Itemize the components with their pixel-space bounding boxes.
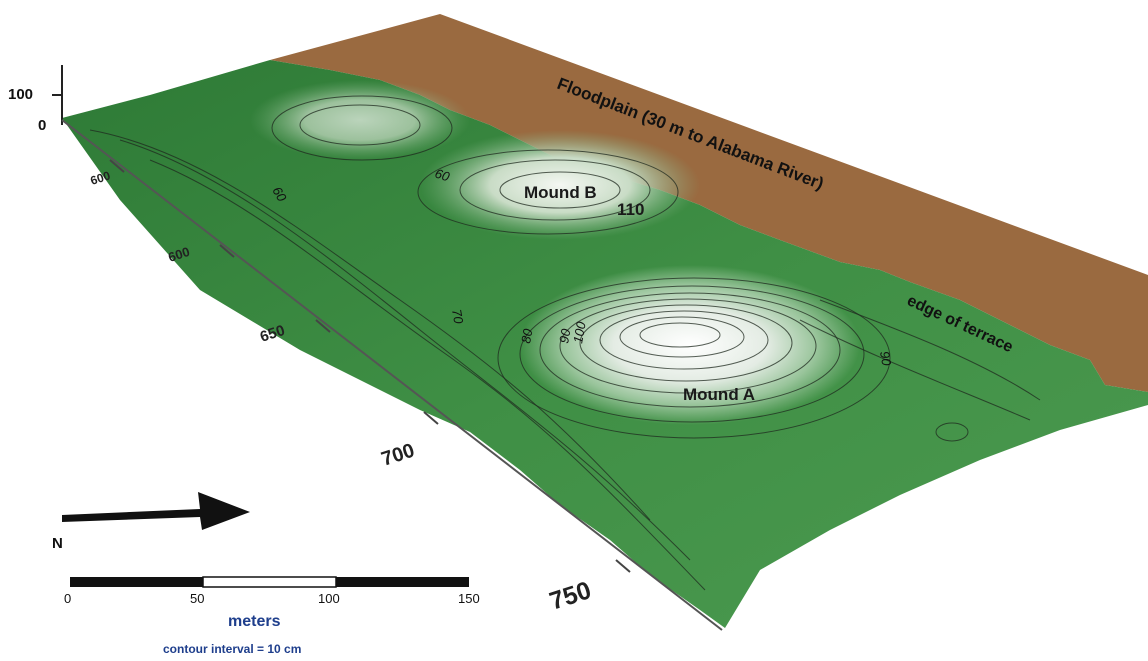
vertical-axis: 100 0	[8, 65, 63, 134]
north-arrow-icon	[62, 492, 250, 530]
floodplain-area	[270, 14, 1148, 392]
contour-value-labels: 60 60 70 80 90 100 90	[269, 166, 894, 368]
contour-lines	[89, 95, 1041, 591]
scale-bar: 0 50 100 150 meters contour interval = 1…	[64, 576, 480, 656]
contour-label-3: 70	[449, 308, 466, 326]
distance-tick-2: 600	[166, 244, 191, 265]
axis-label-bottom: 0	[38, 117, 46, 134]
north-arrow: N	[52, 492, 250, 552]
contour-interval-note: contour interval = 10 cm	[163, 642, 301, 656]
scale-tick-0: 0	[64, 591, 71, 606]
scale-tick-50: 50	[190, 591, 204, 606]
mound-b-elevation: 110	[617, 200, 644, 219]
north-label: N	[52, 535, 63, 552]
scale-tick-150: 150	[458, 591, 480, 606]
distance-tick-5: 750	[546, 576, 594, 616]
distance-tick-4: 700	[379, 440, 418, 471]
distance-tick-3: 650	[258, 322, 287, 346]
axis-label-top: 100	[8, 86, 33, 103]
scale-unit: meters	[228, 613, 281, 630]
ridge-shading	[250, 80, 470, 160]
contour-label-7: 90	[877, 350, 894, 368]
contour-label-6: 100	[570, 320, 589, 345]
mound-a-label: Mound A	[683, 385, 755, 404]
scale-tick-100: 100	[318, 591, 340, 606]
distance-tick-1: 600	[89, 168, 113, 188]
contour-label-4: 80	[518, 327, 535, 345]
mound-b-shading	[420, 130, 700, 240]
mound-b-label: Mound B	[524, 183, 597, 202]
contour-label-5: 90	[556, 327, 573, 345]
mound-a-shading	[520, 265, 860, 425]
contour-label-1: 60	[433, 166, 452, 185]
